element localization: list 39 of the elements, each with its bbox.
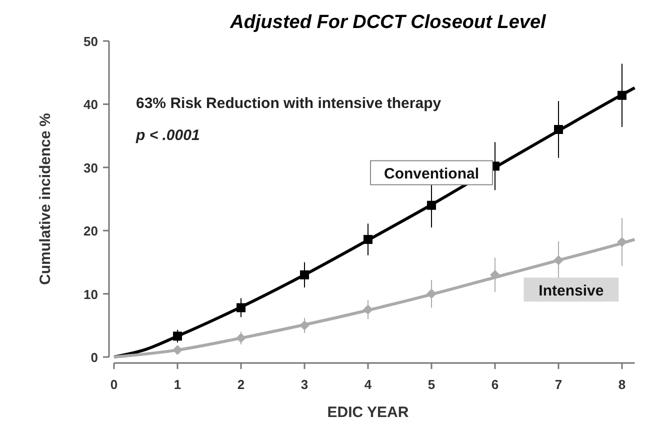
point	[236, 333, 246, 344]
x-tick-label: 1	[174, 377, 182, 392]
point	[427, 200, 436, 210]
point	[617, 236, 627, 247]
x-tick-label: 6	[491, 377, 499, 392]
point	[364, 234, 372, 244]
point	[426, 288, 436, 299]
point	[554, 124, 563, 134]
x-tick-label: 7	[554, 377, 562, 392]
chart-title: Adjusted For DCCT Closeout Level	[229, 12, 547, 33]
point	[554, 255, 564, 266]
point	[300, 270, 309, 280]
y-tick-label: 50	[84, 34, 98, 49]
series-label: Conventional	[384, 166, 480, 183]
y-axis-title: Cumulative incidence %	[37, 113, 54, 285]
series-label: Intensive	[538, 282, 604, 300]
point	[363, 304, 373, 315]
line-series	[112, 236, 636, 358]
x-tick-label: 3	[300, 377, 308, 392]
x-tick-label: 0	[110, 377, 118, 392]
point	[236, 303, 246, 312]
y-tick-label: 20	[84, 224, 98, 239]
y-tick-label: 30	[84, 160, 98, 176]
x-tick-label: 5	[428, 377, 436, 392]
line-series	[112, 86, 636, 358]
x-tick-label: 4	[364, 377, 372, 392]
point	[173, 332, 182, 341]
y-tick-label: 0	[90, 350, 98, 365]
x-axis-title: EDIC YEAR	[327, 404, 409, 421]
point	[490, 270, 500, 280]
point	[172, 345, 182, 356]
x-tick-label: 8	[618, 377, 626, 392]
annotation: p < .0001	[135, 127, 200, 144]
y-tick-label: 40	[84, 97, 98, 112]
y-tick-label: 10	[84, 286, 98, 302]
point	[618, 90, 626, 100]
point	[300, 320, 310, 330]
annotation: 63% Risk Reduction with intensive therapy	[136, 95, 442, 112]
x-tick-label: 2	[237, 377, 245, 392]
